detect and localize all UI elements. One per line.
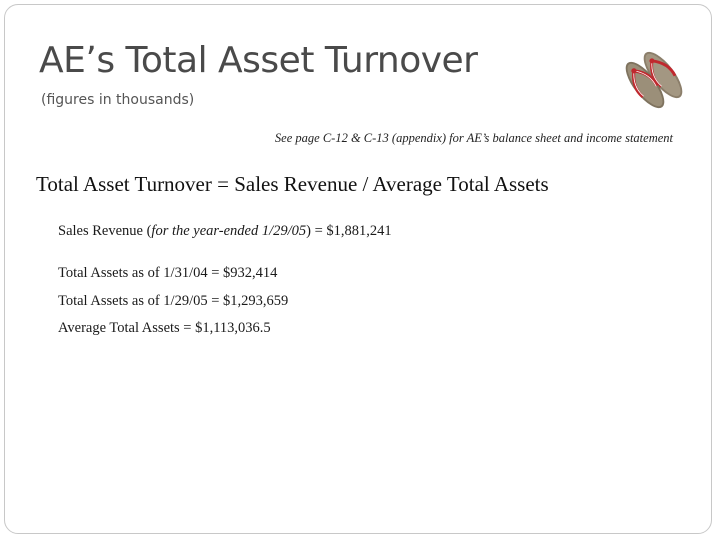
total-assets-2005-line: Total Assets as of 1/29/05 = $1,293,659 bbox=[58, 293, 289, 309]
slide: AE’s Total Asset Turnover (figures in th… bbox=[4, 4, 712, 534]
reference-note: See page C-12 & C-13 (appendix) for AE’s… bbox=[274, 131, 673, 145]
sales-revenue-line: Sales Revenue (for the year-ended 1/29/0… bbox=[58, 223, 392, 240]
formula-heading: Total Asset Turnover = Sales Revenue / A… bbox=[36, 172, 549, 196]
sales-revenue-period: for the year-ended 1/29/05 bbox=[151, 223, 307, 239]
sales-revenue-label: Sales Revenue ( bbox=[58, 223, 152, 239]
total-assets-2004-line: Total Assets as of 1/31/04 = $932,414 bbox=[58, 265, 278, 281]
average-total-assets-line: Average Total Assets = $1,113,036.5 bbox=[58, 320, 271, 336]
flip-flops-icon bbox=[625, 51, 683, 109]
slide-subtitle: (figures in thousands) bbox=[41, 92, 195, 108]
slide-title: AE’s Total Asset Turnover bbox=[39, 40, 478, 81]
sales-revenue-value: ) = $1,881,241 bbox=[306, 223, 392, 239]
